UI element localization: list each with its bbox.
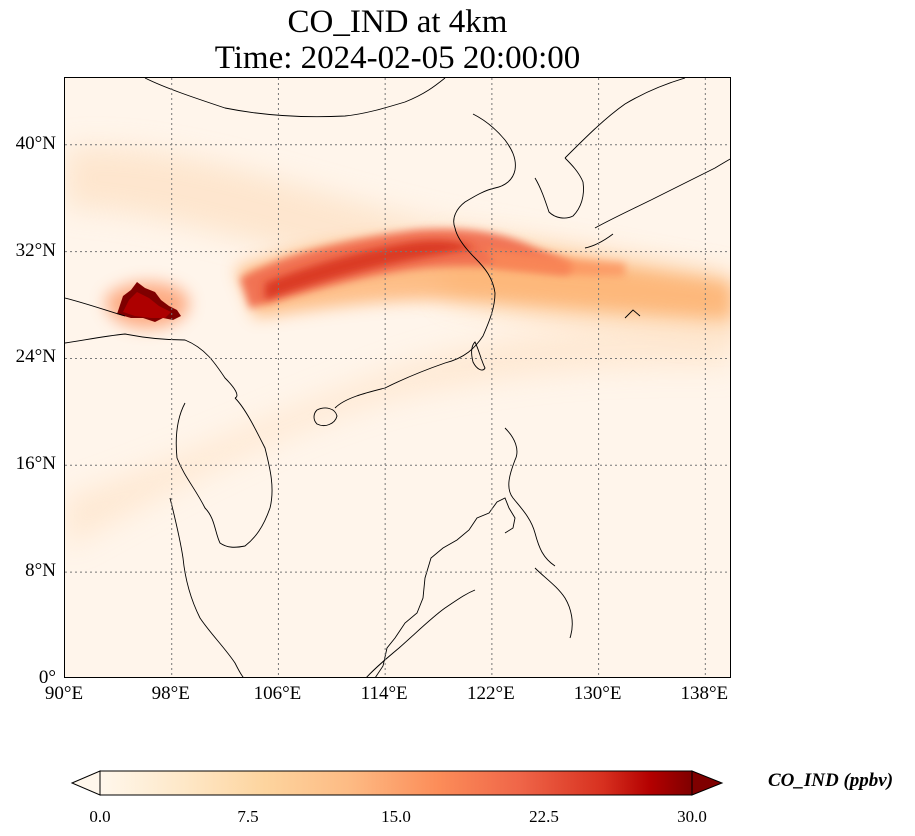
lon-tick-label: 130°E	[573, 683, 622, 704]
lat-tick-label: 32°N	[15, 239, 56, 261]
colorbar-tick-label: 30.0	[677, 807, 707, 826]
coastline-hainan	[313, 407, 338, 427]
concentration-field	[65, 146, 730, 548]
coastlines-and-borders	[65, 78, 730, 677]
coastline-philippines	[504, 427, 573, 639]
coastline-borneo	[366, 589, 476, 677]
lon-tick-label: 98°E	[151, 683, 190, 704]
coastline-taiwan	[471, 341, 486, 371]
map-title: CO_IND at 4km	[287, 4, 508, 40]
colorbar-tick-label: 15.0	[381, 807, 411, 826]
colorbar-extend-min	[70, 770, 101, 796]
map-canvas	[65, 78, 730, 677]
lat-tick-label: 0°	[38, 667, 56, 688]
hotspot-rim	[123, 292, 171, 318]
lon-tick-label: 138°E	[680, 683, 729, 704]
coastline-korea	[534, 157, 584, 219]
coastline-north	[144, 78, 446, 118]
colorbar	[70, 768, 730, 803]
colorbar-gradient	[99, 770, 693, 796]
lon-tick-label: 90°E	[44, 683, 84, 704]
colorbar-svg	[70, 770, 724, 796]
plume-tail-east	[485, 248, 625, 276]
map-subtitle-time: Time: 2024-02-05 20:00:00	[214, 40, 581, 76]
map-panel	[64, 77, 731, 678]
colorbar-extend-max	[691, 770, 724, 796]
border-west	[65, 297, 238, 399]
lat-tick-label: 16°N	[15, 453, 56, 475]
coastline-japan	[584, 158, 730, 319]
lon-tick-label: 106°E	[253, 683, 302, 704]
coastline-northeast	[564, 78, 686, 159]
plume-southwest-band	[65, 325, 730, 548]
colorbar-tick-label: 7.5	[237, 807, 259, 826]
colorbar-tick-label: 22.5	[529, 807, 559, 826]
coastline-china	[334, 113, 516, 677]
lon-tick-label: 122°E	[467, 683, 515, 704]
plume-core	[265, 240, 475, 300]
lat-tick-label: 24°N	[15, 346, 56, 368]
lon-tick-label: 114°E	[360, 683, 408, 704]
lat-tick-label: 8°N	[25, 560, 56, 582]
gridlines	[65, 78, 730, 677]
colorbar-tick-label: 0.0	[89, 807, 111, 826]
coastline-indochina	[169, 397, 273, 677]
colorbar-label: CO_IND (ppbv)	[768, 770, 894, 791]
lat-tick-label: 40°N	[15, 132, 56, 154]
